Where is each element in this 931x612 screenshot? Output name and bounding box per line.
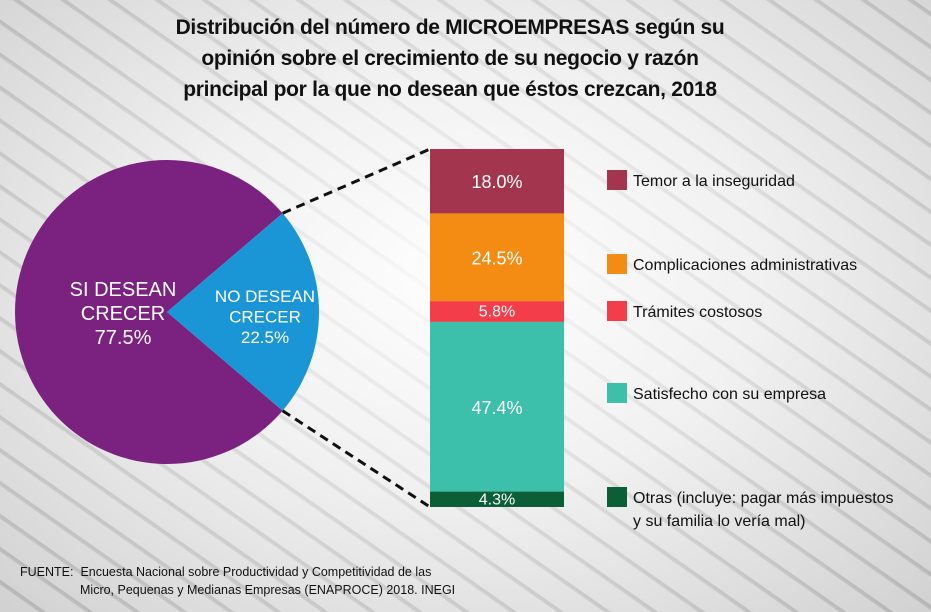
source-note: FUENTE: Encuesta Nacional sobre Producti…: [20, 563, 455, 599]
bar-value-label-4: 47.4%: [471, 398, 522, 418]
bar-segment-1: [430, 149, 564, 214]
title-line-3: principal por la que no desean que éstos…: [183, 78, 717, 101]
connector-line-bottom: [281, 409, 431, 509]
source-line-1: Encuesta Nacional sobre Productividad y …: [80, 565, 432, 579]
legend-swatch-5: [607, 487, 627, 507]
bar-segment-5: [430, 491, 564, 507]
bar-segment-2: [430, 213, 564, 302]
bar-segment-3: [430, 301, 564, 322]
bar-value-label-3: 5.8%: [479, 304, 515, 321]
legend-label-1: Temor a la inseguridad: [633, 173, 795, 190]
bar-value-label-1: 18.0%: [471, 172, 522, 192]
legend-swatch-4: [607, 383, 627, 403]
legend-swatch-2: [607, 254, 627, 274]
connector-line-top: [281, 147, 431, 215]
legend: Temor a la inseguridad Complicaciones adm…: [607, 170, 894, 530]
legend-label-4: Satisfecho con su empresa: [633, 386, 826, 403]
title-line-2: opinión sobre el crecimiento de su negoc…: [201, 47, 699, 70]
connector-lines: [281, 147, 431, 509]
legend-label-2: Complicaciones administrativas: [633, 257, 857, 274]
stacked-bar: 18.0% 24.5% 5.8% 47.4% 4.3%: [430, 149, 564, 508]
source-line-2: Micro, Pequenas y Medianas Empresas (ENA…: [80, 583, 456, 597]
pie-chart: SI DESEAN CRECER 77.5% NO DESEAN CRECER 22.5%: [14, 159, 319, 464]
bar-segment-4: [430, 321, 564, 492]
pie-slice-si-desean: [14, 159, 283, 464]
legend-swatch-3: [607, 301, 627, 321]
legend-label-5: Otras (incluye: pagar más impuestos y su …: [633, 490, 894, 530]
bar-value-label-2: 24.5%: [471, 248, 522, 268]
chart-title: Distribución del número de MICROEMPRESAS…: [150, 12, 750, 105]
legend-swatch-1: [607, 170, 627, 190]
title-line-1: Distribución del número de MICROEMPRESAS…: [175, 16, 725, 39]
pie-slice-no-desean: [167, 213, 319, 411]
legend-label-3: Trámites costosos: [633, 304, 762, 321]
source-label: FUENTE:: [20, 565, 74, 579]
pie-label-si-desean: SI DESEAN CRECER 77.5%: [70, 279, 177, 349]
bar-value-label-5: 4.3%: [479, 491, 515, 508]
pie-label-no-desean: NO DESEAN CRECER 22.5%: [215, 287, 315, 347]
